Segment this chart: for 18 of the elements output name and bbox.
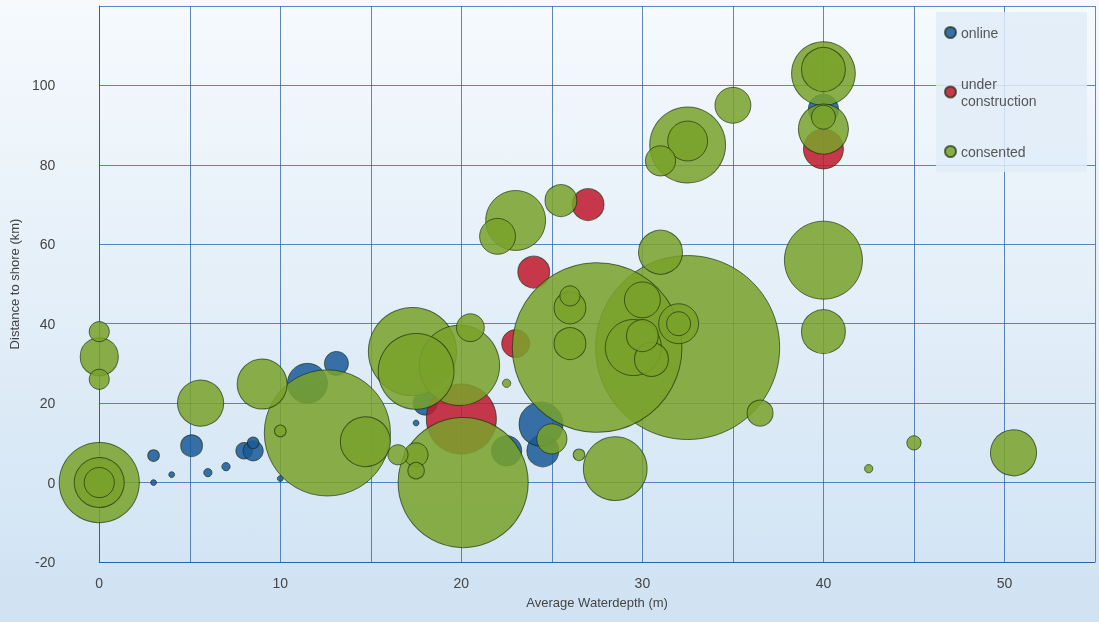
y-tick-label: 100 (31, 77, 56, 94)
y-tick-label: 80 (39, 156, 56, 173)
y-tick-label: -20 (35, 554, 56, 570)
x-tick-label: 50 (996, 575, 1013, 591)
x-tick-label: 30 (634, 575, 651, 591)
legend-label: under construction (961, 75, 1037, 109)
y-axis-title: Distance to shore (km) (7, 218, 22, 350)
x-axis-title: Average Waterdepth (m) (526, 595, 668, 610)
y-tick-label: 40 (39, 315, 56, 332)
legend-label: online (961, 24, 999, 41)
y-tick-label: 20 (39, 395, 56, 412)
x-tick-label: 40 (815, 575, 832, 591)
y-tick-label: 60 (39, 236, 56, 253)
legend-label: consented (961, 143, 1026, 160)
y-tick-label: 0 (47, 474, 56, 491)
x-tick-label: 20 (453, 575, 470, 591)
x-tick-label: 0 (95, 575, 104, 591)
x-tick-label: 10 (272, 575, 289, 591)
